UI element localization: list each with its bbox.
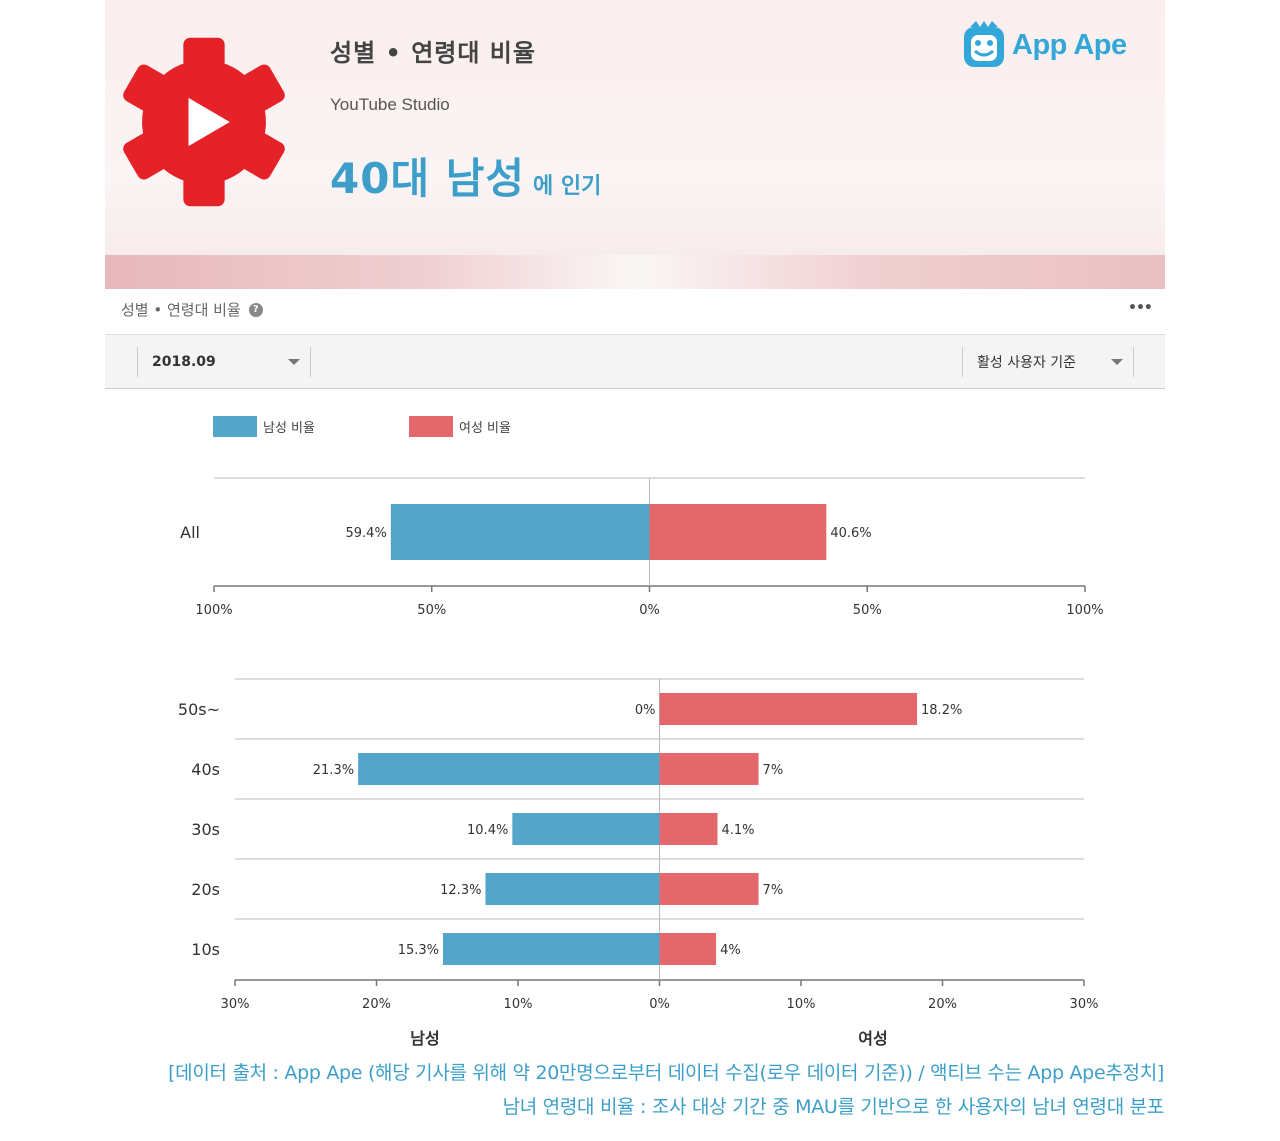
age-chart-category-label: 40s [191, 760, 220, 779]
age-chart-male-bar [512, 813, 660, 845]
popular-highlight: 40대 남성 [330, 154, 525, 203]
youtube-studio-gear-icon [123, 37, 285, 207]
period-value: 2018.09 [152, 354, 216, 370]
all-chart-tick-label: 50% [853, 603, 882, 618]
age-chart-tick-label: 10% [787, 997, 816, 1012]
age-chart-female-value-label: 7% [763, 763, 784, 778]
basis-value: 활성 사용자 기준 [977, 355, 1077, 371]
all-chart-male-bar [390, 504, 650, 560]
legend-male-label: 남성 비율 [263, 421, 315, 436]
popular-suffix: 에 인기 [533, 174, 602, 199]
age-chart-male-bar [485, 873, 660, 905]
age-chart-xlabel-male: 남성 [410, 1029, 439, 1048]
age-chart-male-bar [443, 933, 660, 965]
age-chart-female-bar [659, 693, 918, 725]
age-chart-tick-label: 0% [649, 997, 670, 1012]
all-chart-tick-label: 100% [195, 603, 232, 618]
brand-name: App Ape [1012, 28, 1127, 61]
legend-male-swatch [213, 416, 257, 437]
age-chart-category-label: 30s [191, 820, 220, 839]
age-chart-male-value-label: 10.4% [467, 823, 508, 838]
all-chart-female-value-label: 40.6% [830, 526, 871, 541]
age-chart-female-value-label: 7% [763, 883, 784, 898]
more-menu-icon[interactable]: ••• [1128, 300, 1153, 316]
age-chart-category-label: 20s [191, 880, 220, 899]
all-chart-female-bar [649, 504, 827, 560]
age-chart-tick-label: 20% [928, 997, 957, 1012]
header-band [105, 255, 1165, 289]
age-chart-male-value-label: 0% [635, 703, 656, 718]
age-chart-female-value-label: 4.1% [722, 823, 755, 838]
card-title-text: 성별 • 연령대 비율 [121, 301, 241, 319]
help-icon[interactable]: ? [248, 302, 263, 317]
basis-select[interactable]: 활성 사용자 기준 [962, 347, 1134, 377]
period-select[interactable]: 2018.09 [137, 347, 311, 377]
all-chart-male-value-label: 59.4% [346, 526, 387, 541]
legend-female-label: 여성 비율 [459, 421, 511, 436]
all-chart-tick-label: 0% [639, 603, 660, 618]
period-caret-icon [288, 359, 300, 365]
age-chart-male-bar [358, 753, 660, 785]
age-chart-female-bar [659, 753, 759, 785]
age-chart-female-value-label: 4% [720, 943, 741, 958]
all-chart-tick-label: 50% [417, 603, 446, 618]
age-chart-tick-label: 30% [1070, 997, 1099, 1012]
age-chart-female-bar [659, 813, 718, 845]
age-chart-category-label: 10s [191, 940, 220, 959]
age-chart-category-label: 50s~ [178, 700, 220, 719]
header-title: 성별 • 연령대 비율 [330, 39, 536, 67]
filter-bar: 2018.09 활성 사용자 기준 [105, 334, 1165, 389]
app-ape-logo: App Ape [962, 20, 1127, 70]
age-chart-male-value-label: 12.3% [440, 883, 481, 898]
age-chart-female-value-label: 18.2% [921, 703, 962, 718]
app-ape-monkey-icon [964, 21, 1004, 67]
age-chart-female-bar [659, 933, 717, 965]
popular-segment: 40대 남성 에 인기 [330, 145, 601, 206]
age-chart-xlabel-female: 여성 [858, 1029, 887, 1048]
age-chart-tick-label: 30% [221, 997, 250, 1012]
age-chart-female-bar [659, 873, 759, 905]
age-chart-tick-label: 10% [504, 997, 533, 1012]
all-chart-tick-label: 100% [1066, 603, 1103, 618]
footer-note: 남녀 연령대 비율 : 조사 대상 기간 중 MAU를 기반으로 한 사용자의 … [502, 1096, 1165, 1118]
age-chart-male-value-label: 21.3% [313, 763, 354, 778]
age-chart-male-value-label: 15.3% [398, 943, 439, 958]
age-chart-tick-label: 20% [362, 997, 391, 1012]
legend-female-swatch [409, 416, 453, 437]
app-name: YouTube Studio [330, 95, 450, 114]
card-title: 성별 • 연령대 비율 ? [121, 299, 263, 320]
all-chart-category-label: All [180, 523, 200, 542]
basis-caret-icon [1111, 359, 1123, 365]
gender-age-chart: 남성 비율 여성 비율 100% 50% 0% 50% 100% All 59.4% 40.6% 3… [178, 416, 1104, 1048]
footer-source: [데이터 출처 : App Ape (해당 기사를 위해 약 20만명으로부터 … [168, 1062, 1164, 1084]
